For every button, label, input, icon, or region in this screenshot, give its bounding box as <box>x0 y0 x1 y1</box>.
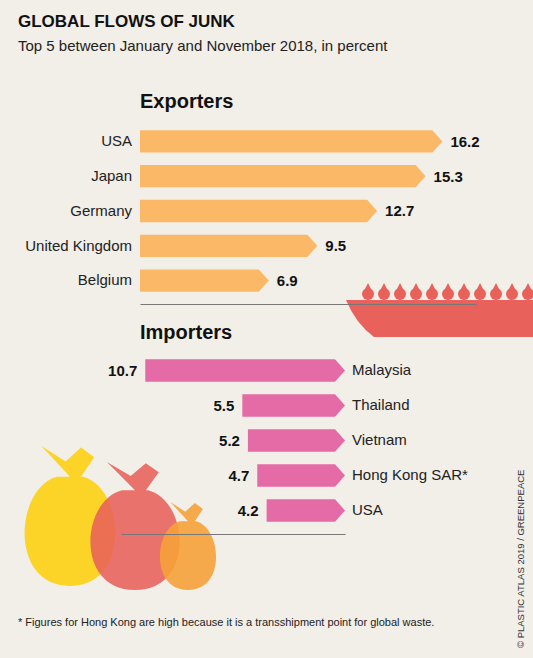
value-label: 10.7 <box>108 362 137 379</box>
value-label: 9.5 <box>325 237 346 254</box>
chart-root: GLOBAL FLOWS OF JUNK Top 5 between Januar… <box>0 0 533 658</box>
ship-cargo-knot <box>413 283 419 289</box>
bar <box>140 235 317 257</box>
ship-cargo <box>394 288 406 300</box>
category-tick: Thailand <box>352 396 410 413</box>
value-label: 5.5 <box>213 397 234 414</box>
category-tick: Hong Kong SAR* <box>352 466 468 483</box>
category-label: Vietnam <box>352 431 407 448</box>
chart-svg: GLOBAL FLOWS OF JUNK Top 5 between Januar… <box>0 0 533 658</box>
category-axis: Malaysia Thailand Vietnam Hong Kong SAR* USA <box>352 361 468 518</box>
ship-cargo-knot <box>525 283 531 289</box>
category-label: Hong Kong SAR* <box>352 466 468 483</box>
x-axis-line <box>122 534 346 535</box>
bar <box>140 130 442 152</box>
value-label: 16.2 <box>450 133 479 150</box>
value-label: 15.3 <box>434 168 463 185</box>
ship-cargo-knot <box>429 283 435 289</box>
category-tick: USA <box>101 132 132 149</box>
ship-cargo-knot <box>477 283 483 289</box>
category-label: Japan <box>91 167 132 184</box>
bar <box>242 394 345 416</box>
bar <box>140 200 377 222</box>
bars <box>140 130 442 291</box>
category-label: United Kingdom <box>25 237 132 254</box>
title: GLOBAL FLOWS OF JUNK <box>18 12 236 31</box>
value-axis <box>141 304 477 305</box>
ship-cargo <box>522 288 533 300</box>
category-tick: Germany <box>70 202 132 219</box>
value-label: 6.9 <box>277 272 298 289</box>
category-label: USA <box>101 132 132 149</box>
bar <box>140 269 269 291</box>
ship-cargo <box>474 288 486 300</box>
category-axis: USA Japan Germany United Kingdom Belgium <box>25 132 132 288</box>
category-tick: Vietnam <box>352 431 407 448</box>
category-label: Thailand <box>352 396 410 413</box>
category-tick: Belgium <box>78 271 132 288</box>
ship-cargo-knot <box>397 283 403 289</box>
category-label: Germany <box>70 202 132 219</box>
panel-title: Exporters <box>140 90 233 112</box>
bag-orange <box>160 502 216 590</box>
category-tick: United Kingdom <box>25 237 132 254</box>
bar <box>248 429 345 451</box>
footnote: * Figures for Hong Kong are high because… <box>18 616 434 628</box>
ship-cargo-knot <box>461 283 467 289</box>
ship-cargo-knot <box>381 283 387 289</box>
subtitle: Top 5 between January and November 2018,… <box>18 37 388 54</box>
ship-cargo-knot <box>365 283 371 289</box>
value-label: 12.7 <box>385 202 414 219</box>
bar <box>267 499 345 521</box>
bar <box>257 464 345 486</box>
category-tick: USA <box>352 501 383 518</box>
ship-cargo <box>362 288 374 300</box>
value-label: 5.2 <box>219 432 240 449</box>
category-tick: Malaysia <box>352 361 412 378</box>
panel: Exporters 16.2 15.3 12.7 9.5 6.9 USA Japan Germa… <box>25 90 479 305</box>
credit: © PLASTIC ATLAS 2019 / GREENPEACE <box>515 470 526 648</box>
category-tick: Japan <box>91 167 132 184</box>
ship-cargo-knot <box>445 283 451 289</box>
category-label: USA <box>352 501 383 518</box>
ship-cargo <box>378 288 390 300</box>
category-label: Belgium <box>78 271 132 288</box>
value-label: 4.2 <box>238 502 259 519</box>
ship-hull <box>346 300 533 337</box>
value-label: 4.7 <box>228 467 249 484</box>
ship-cargo-knot <box>493 283 499 289</box>
ship-cargo-knot <box>509 283 515 289</box>
x-axis-line <box>141 304 477 305</box>
ship-cargo <box>442 288 454 300</box>
panel: Importers 10.7 5.5 5.2 4.7 4.2 Malaysia Thailan… <box>108 321 468 535</box>
ship-cargo <box>490 288 502 300</box>
ship-cargo <box>506 288 518 300</box>
bars <box>145 359 345 521</box>
bar <box>140 165 426 187</box>
bar <box>145 359 345 381</box>
value-axis <box>122 534 346 535</box>
ship-cargo <box>458 288 470 300</box>
ship-cargo <box>426 288 438 300</box>
ship-cargo <box>410 288 422 300</box>
background <box>0 0 533 658</box>
decorations <box>25 283 533 590</box>
panel-title: Importers <box>140 321 232 343</box>
category-label: Malaysia <box>352 361 412 378</box>
